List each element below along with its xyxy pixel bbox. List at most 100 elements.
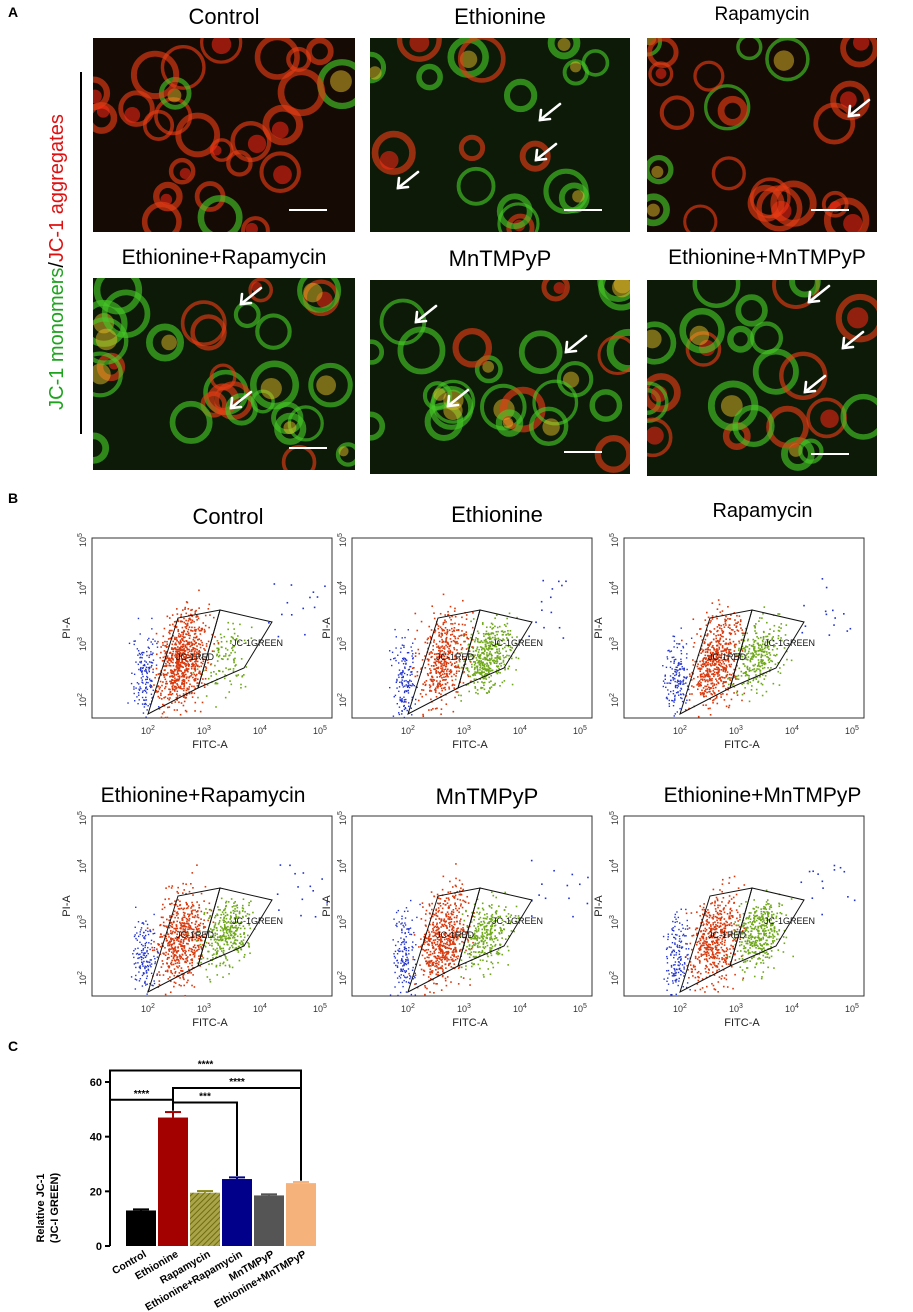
cell-mark — [589, 389, 623, 422]
cell-spot — [852, 38, 870, 51]
flow-events — [662, 578, 852, 718]
gate-red-label: JC-1RED — [436, 652, 475, 662]
cell-spot — [93, 89, 102, 104]
flow-tick-label: 103 — [457, 725, 471, 736]
bar — [158, 1117, 188, 1246]
cell-mark — [180, 300, 227, 347]
cell-spot — [647, 329, 662, 349]
cell-mark — [496, 193, 533, 230]
flow-tick-label: 104 — [513, 725, 527, 736]
flow-tick-label: 104 — [513, 1003, 527, 1014]
flow-tick-label: 105 — [337, 533, 348, 547]
cell-spot — [379, 150, 399, 170]
cell-mark — [497, 202, 540, 232]
significance-label: **** — [229, 1077, 245, 1088]
flow-frame — [351, 815, 593, 997]
cell-spot — [459, 50, 478, 69]
flow-tick-label: 104 — [337, 581, 348, 595]
flow-plot-ethionine-mntmpyp: 102 103 104 105 102 103 104 105 FITC-A PI-A JC-1RE… — [592, 810, 882, 1040]
gate-green-label: JC-1GREEN — [232, 916, 283, 926]
flow-y-tick: 104 — [77, 859, 88, 873]
flow-y-tick: 103 — [609, 637, 620, 651]
cell-mark — [209, 363, 237, 391]
flow-tick-label: 102 — [401, 1003, 415, 1014]
cell-mark — [752, 348, 799, 395]
cell-mark — [274, 412, 307, 445]
cell-mark — [370, 339, 385, 365]
gate-red-label: JC-1RED — [708, 930, 747, 940]
flow-x-axis-label: FITC-A — [192, 739, 228, 751]
cell-spot — [211, 38, 232, 55]
flow-tick-label: 104 — [785, 725, 799, 736]
flow-tick-label: 104 — [609, 581, 620, 595]
panel-a-label: A — [8, 4, 19, 20]
cell-mark — [262, 104, 304, 146]
cell-mark — [277, 68, 326, 117]
cell-mark — [789, 280, 821, 298]
bar — [190, 1192, 220, 1246]
panel-b-label: B — [8, 490, 19, 506]
micrograph-rapamycin — [647, 38, 877, 232]
flow-title: Ethionine+MnTMPyP — [663, 784, 862, 807]
cell-mark — [175, 112, 221, 158]
cell-mark — [255, 313, 292, 350]
micrograph-control — [93, 38, 355, 232]
flow-y-axis-label: PI-A — [61, 895, 73, 917]
cell-mark — [458, 134, 486, 162]
micrograph-title: Ethionine+Rapamycin — [121, 246, 327, 269]
cell-spot — [820, 409, 839, 428]
arrow-marker — [446, 388, 470, 408]
cell-mark — [495, 409, 524, 437]
flow-tick-label: 105 — [573, 725, 587, 736]
flow-tick-label: 103 — [609, 637, 620, 651]
cell-spot — [370, 66, 382, 80]
cell-mark — [281, 444, 317, 470]
flow-y-tick: 105 — [337, 811, 348, 825]
cell-mark — [259, 151, 301, 193]
arrow-marker — [803, 374, 827, 394]
cell-mark — [142, 109, 175, 141]
flow-y-tick: 104 — [609, 581, 620, 595]
cell-spot — [316, 375, 337, 396]
bar — [126, 1210, 156, 1246]
flow-tick-label: 102 — [337, 971, 348, 985]
gate-red-label: JC-1RED — [708, 652, 747, 662]
micrograph-title: Ethionine — [454, 4, 546, 29]
cell-mark — [597, 335, 630, 376]
flow-frame — [623, 815, 865, 997]
cell-mark — [528, 406, 569, 446]
cell-spot — [570, 61, 582, 73]
cell-spot — [773, 50, 795, 71]
flow-plot-rapamycin: 102 103 104 105 102 103 104 105 FITC-A PI-A JC-1RE… — [592, 532, 882, 762]
cell-mark — [225, 393, 258, 426]
side-label: JC-1 monomers/JC-1 aggregates — [42, 92, 72, 432]
cell-mark — [821, 190, 849, 218]
flow-y-tick: 103 — [337, 915, 348, 929]
flow-title: Rapamycin — [712, 500, 813, 522]
cell-mark — [704, 84, 751, 131]
cell-mark — [146, 323, 185, 362]
bar — [254, 1195, 284, 1246]
cell-mark — [647, 373, 681, 413]
flow-y-tick: 102 — [337, 971, 348, 985]
flow-tick-label: 105 — [337, 811, 348, 825]
cell-mark — [840, 393, 877, 440]
micrograph-title: Ethionine+MnTMPyP — [668, 246, 866, 269]
flow-tick-label: 103 — [77, 915, 88, 929]
cell-spot — [161, 334, 177, 351]
cell-spot — [553, 282, 566, 294]
flow-y-tick: 104 — [77, 581, 88, 595]
cell-mark — [370, 411, 386, 441]
cell-spot — [572, 190, 585, 203]
cell-mark — [160, 44, 206, 90]
flow-y-tick: 105 — [77, 811, 88, 825]
arrow-marker — [564, 334, 588, 354]
flow-tick-label: 105 — [77, 811, 88, 825]
cell-mark — [335, 442, 355, 467]
flow-plot-ethionine-rapamycin: 102 103 104 105 102 103 104 105 FITC-A PI-A JC-1RE… — [60, 810, 340, 1040]
flow-tick-label: 105 — [313, 1003, 327, 1014]
cell-spot — [542, 418, 560, 436]
gate-green — [729, 887, 805, 967]
cell-spot — [839, 91, 857, 109]
cell-mark — [168, 157, 196, 185]
